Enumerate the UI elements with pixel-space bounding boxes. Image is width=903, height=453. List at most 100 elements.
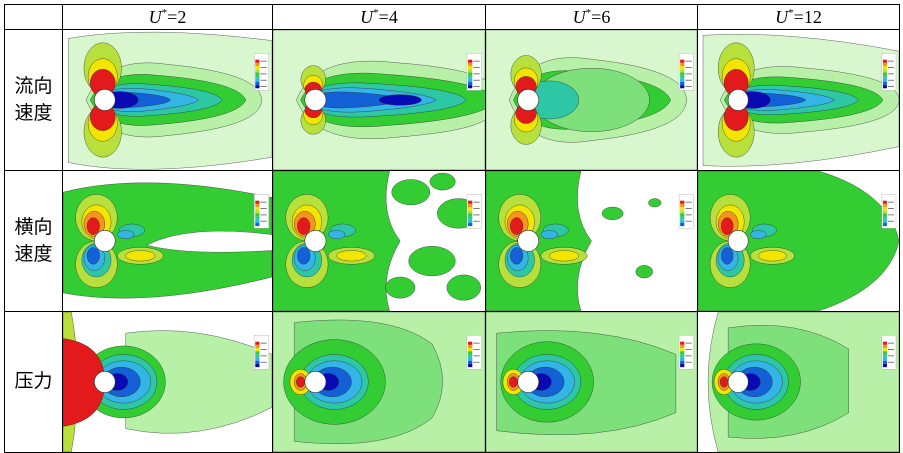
- colorbar-tick: [887, 73, 894, 75]
- colorbar-tick: [887, 361, 894, 363]
- column-header-value: =12: [793, 7, 822, 27]
- contour-svg: [63, 171, 272, 311]
- colorbar-tick: [685, 208, 692, 209]
- contour-band: [391, 179, 431, 206]
- row-streamwise: 流向 速度: [4, 29, 900, 171]
- colorbar-legend: [254, 53, 270, 91]
- colorbar-swatch: [255, 59, 260, 63]
- contour-band: [720, 217, 734, 235]
- column-header-u12: U*=12: [697, 4, 900, 30]
- contour-svg: [63, 312, 272, 452]
- colorbar-tick: [473, 73, 480, 75]
- colorbar-swatch: [680, 363, 685, 367]
- colorbar-swatch: [882, 200, 887, 204]
- colorbar-swatch: [255, 341, 260, 345]
- colorbar-swatch: [882, 216, 887, 220]
- contour-band: [540, 230, 558, 239]
- colorbar-swatch: [468, 341, 473, 345]
- column-header-symbol: U: [148, 7, 162, 27]
- colorbar-swatch: [882, 341, 887, 345]
- contour-band: [297, 247, 311, 265]
- colorbar-swatch: [468, 357, 473, 361]
- colorbar-swatch: [468, 59, 473, 63]
- figure-grid: U*=2 U*=4 U*=6 U*=12 流向 速度 横向 速度 压力: [4, 4, 900, 453]
- colorbar-tick: [473, 355, 480, 357]
- colorbar-tick: [260, 86, 267, 88]
- colorbar-swatch: [468, 81, 473, 86]
- contour-svg: [486, 171, 697, 311]
- colorbar-legend: [881, 53, 897, 91]
- contour-plot: [273, 171, 485, 311]
- column-header-value: =6: [591, 7, 611, 27]
- colorbar-swatch: [882, 81, 887, 86]
- column-header-value: =2: [167, 7, 187, 27]
- colorbar-swatch: [255, 360, 260, 364]
- contour-svg: [486, 30, 697, 170]
- colorbar-swatch: [680, 81, 685, 86]
- colorbar-tick: [887, 220, 894, 222]
- colorbar-swatch: [468, 66, 473, 70]
- colorbar-swatch: [468, 351, 473, 355]
- contour-band: [758, 250, 787, 262]
- column-header-u6: U*=6: [485, 4, 698, 30]
- colorbar-swatch: [255, 206, 260, 211]
- colorbar-swatch: [882, 75, 887, 79]
- colorbar-swatch: [680, 75, 685, 79]
- colorbar-tick: [473, 79, 480, 81]
- row-label-line: 压力: [14, 370, 53, 393]
- contour-svg: [273, 312, 485, 452]
- colorbar-swatch: [468, 354, 473, 358]
- colorbar-swatch: [680, 219, 685, 223]
- cylinder: [304, 89, 327, 111]
- colorbar-tick: [685, 220, 692, 222]
- column-header-symbol: U: [775, 7, 789, 27]
- colorbar-tick: [685, 348, 692, 350]
- colorbar-tick: [887, 342, 894, 344]
- cylinder: [727, 229, 749, 252]
- contour-band: [273, 171, 401, 311]
- contour-plot: [698, 312, 899, 452]
- cylinder: [304, 370, 327, 393]
- colorbar-tick: [887, 201, 894, 203]
- colorbar-swatch: [468, 347, 473, 352]
- colorbar-swatch: [255, 213, 260, 217]
- contour-svg: [273, 171, 485, 311]
- colorbar-swatch: [468, 85, 473, 89]
- row-pressure: 压力: [4, 310, 900, 453]
- plot-cell: [272, 310, 486, 453]
- contour-band: [125, 250, 156, 262]
- colorbar-swatch: [468, 75, 473, 79]
- colorbar-tick: [260, 214, 267, 216]
- contour-band: [750, 230, 767, 239]
- cylinder: [94, 370, 116, 393]
- colorbar-tick: [685, 73, 692, 75]
- row-label-line: 速度: [14, 242, 53, 265]
- colorbar-tick: [473, 67, 480, 68]
- row-label-line: 速度: [14, 101, 53, 124]
- colorbar-swatch: [468, 222, 473, 227]
- contour-band: [648, 198, 662, 208]
- plot-cell: [272, 29, 486, 171]
- colorbar-swatch: [680, 85, 685, 89]
- colorbar-swatch: [882, 78, 887, 82]
- column-header-u2: U*=2: [62, 4, 273, 30]
- column-header-symbol: U: [360, 7, 374, 27]
- colorbar-swatch: [255, 69, 260, 73]
- row-transverse: 横向 速度: [4, 169, 900, 312]
- colorbar-legend: [466, 194, 482, 229]
- colorbar-tick: [473, 348, 480, 350]
- column-header-value: =4: [378, 7, 398, 27]
- colorbar-swatch: [680, 66, 685, 70]
- cylinder: [517, 370, 540, 393]
- colorbar-swatch: [882, 357, 887, 361]
- row-label-line: 流向: [14, 74, 53, 97]
- colorbar-tick: [887, 348, 894, 350]
- colorbar-swatch: [468, 213, 473, 217]
- colorbar-swatch: [680, 62, 685, 67]
- plot-cell: [697, 310, 900, 453]
- colorbar-swatch: [882, 347, 887, 352]
- plot-cell: [485, 29, 698, 171]
- colorbar-swatch: [468, 363, 473, 367]
- colorbar-tick: [685, 361, 692, 363]
- plot-cell: [697, 29, 900, 171]
